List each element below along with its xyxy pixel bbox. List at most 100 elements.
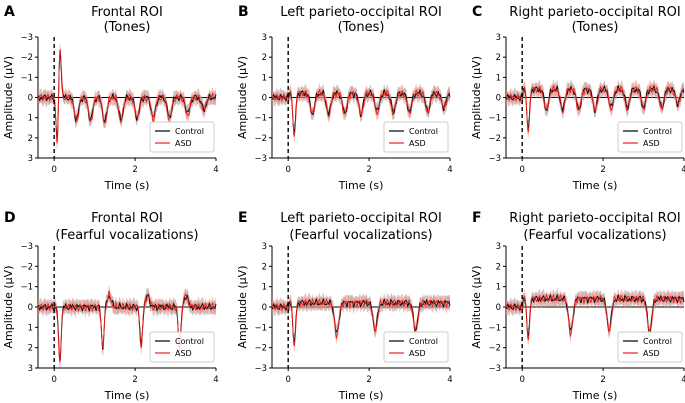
y-tick-label: 2: [28, 344, 33, 354]
y-axis-label: Amplitude (μV): [470, 266, 483, 349]
x-tick-label: 2: [366, 375, 371, 385]
y-tick-label: 3: [262, 242, 267, 252]
y-tick-label: 3: [496, 33, 501, 43]
y-tick-label: 2: [496, 262, 501, 272]
panel-subtitle: (Fearful vocalizations): [523, 228, 666, 243]
panel-letter: E: [238, 210, 248, 226]
panel-title: Right parieto-occipital ROI: [509, 5, 680, 20]
legend-label-control: Control: [409, 337, 438, 346]
panel-B: B Left parieto-occipital ROI(Tones) −3 −2 −1…: [236, 4, 453, 192]
x-tick-label: 4: [447, 375, 452, 385]
y-axis-label: Amplitude (μV): [236, 56, 249, 139]
y-tick-label: −2: [20, 262, 33, 272]
legend-label-control: Control: [643, 127, 672, 136]
y-tick-label: 0: [28, 94, 33, 104]
panel-letter: C: [472, 4, 482, 20]
panel-letter: F: [472, 210, 482, 226]
y-tick-label: −2: [20, 53, 33, 63]
y-tick-label: −3: [20, 33, 33, 43]
y-tick-label: 2: [28, 134, 33, 144]
y-tick-label: 3: [262, 33, 267, 43]
panel-title: Right parieto-occipital ROI: [509, 211, 680, 226]
y-tick-label: −2: [254, 134, 267, 144]
panel-letter: D: [4, 210, 16, 226]
panel-subtitle: (Tones): [572, 20, 619, 35]
legend-box: [149, 331, 215, 363]
y-tick-label: −1: [20, 283, 33, 293]
asd-error-band: [272, 292, 450, 353]
x-tick-label: 0: [285, 165, 290, 175]
y-tick-label: 0: [496, 303, 501, 313]
asd-series-line: [37, 49, 217, 144]
x-tick-label: 4: [213, 165, 218, 175]
x-tick-label: 2: [366, 165, 371, 175]
legend-box: [617, 121, 683, 153]
x-tick-label: 0: [519, 375, 524, 385]
panel-D: D Frontal ROI (Fearful vocalizations) −3 −2 −…: [2, 210, 219, 402]
x-axis-label: Time (s): [572, 179, 618, 192]
legend-label-control: Control: [643, 337, 672, 346]
x-tick-label: 0: [51, 375, 56, 385]
y-tick-label: 3: [496, 242, 501, 252]
y-tick-label: −1: [488, 114, 501, 124]
panel-letter: A: [4, 4, 15, 20]
y-tick-label: −3: [20, 242, 33, 252]
panel-C: C Right parieto-occipital ROI(Tones) −3 −2 −…: [470, 4, 685, 192]
legend-box: [383, 331, 449, 363]
x-tick-label: 4: [447, 165, 452, 175]
panel-subtitle: (Tones): [338, 20, 385, 35]
y-tick-label: 1: [28, 114, 33, 124]
y-tick-label: 0: [28, 303, 33, 313]
y-tick-label: 0: [262, 303, 267, 313]
panel-title: Left parieto-occipital ROI: [280, 211, 442, 226]
y-axis-label: Amplitude (μV): [236, 266, 249, 349]
panel-letter: B: [238, 4, 249, 20]
y-tick-label: 0: [262, 94, 267, 104]
y-tick-label: 0: [496, 94, 501, 104]
y-tick-label: −2: [488, 344, 501, 354]
y-tick-label: 2: [496, 53, 501, 63]
legend-label-asd: ASD: [409, 349, 426, 358]
panel-subtitle: (Tones): [104, 20, 151, 35]
x-tick-label: 0: [51, 165, 56, 175]
y-tick-label: −3: [254, 364, 267, 374]
panel-title: Left parieto-occipital ROI: [280, 5, 442, 20]
asd-series-line: [271, 88, 451, 137]
x-tick-label: 2: [132, 375, 137, 385]
x-tick-label: 4: [213, 375, 218, 385]
asd-series-line: [271, 297, 451, 347]
panel-F: F Right parieto-occipital ROI (Fearful voc…: [470, 210, 685, 402]
y-tick-label: 1: [262, 73, 267, 83]
y-tick-label: −2: [254, 344, 267, 354]
control-series-line: [37, 293, 217, 361]
y-axis-label: Amplitude (μV): [2, 266, 15, 349]
y-tick-label: 3: [28, 364, 33, 374]
legend-label-asd: ASD: [175, 139, 192, 148]
x-tick-label: 4: [681, 375, 685, 385]
legend-label-asd: ASD: [643, 349, 660, 358]
legend-label-asd: ASD: [643, 139, 660, 148]
asd-error-band: [506, 288, 684, 347]
asd-series-line: [505, 293, 684, 341]
panel-A: A Frontal ROI(Tones) −3 −2 −1 0 1 2 3 0 2 4 Time (s)…: [2, 4, 219, 192]
x-axis-label: Time (s): [338, 179, 384, 192]
y-tick-label: −1: [488, 323, 501, 333]
y-axis-label: Amplitude (μV): [470, 56, 483, 139]
y-tick-label: 3: [28, 154, 33, 164]
x-tick-label: 4: [681, 165, 685, 175]
y-tick-label: −1: [254, 114, 267, 124]
x-tick-label: 2: [600, 165, 605, 175]
panel-E: E Left parieto-occipital ROI (Fearful voca…: [236, 210, 453, 402]
legend-label-control: Control: [175, 337, 204, 346]
legend-label-control: Control: [175, 127, 204, 136]
panel-title: Frontal ROI: [91, 5, 163, 20]
y-tick-label: −3: [488, 364, 501, 374]
y-tick-label: 1: [262, 283, 267, 293]
x-axis-label: Time (s): [104, 179, 150, 192]
y-tick-label: −3: [254, 154, 267, 164]
asd-series-line: [37, 290, 216, 363]
x-axis-label: Time (s): [572, 389, 618, 402]
x-tick-label: 0: [519, 165, 524, 175]
y-tick-label: 1: [28, 323, 33, 333]
